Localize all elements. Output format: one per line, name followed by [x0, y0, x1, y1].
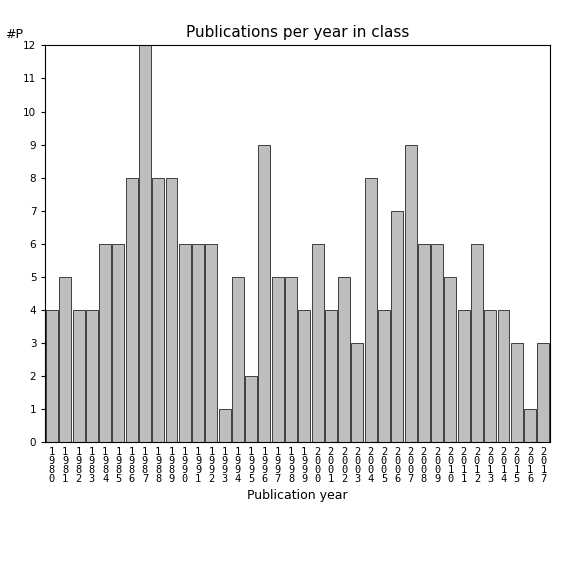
- Bar: [365, 177, 376, 442]
- Bar: [391, 211, 403, 442]
- Bar: [205, 244, 217, 442]
- Bar: [431, 244, 443, 442]
- Bar: [338, 277, 350, 442]
- Bar: [192, 244, 204, 442]
- Bar: [126, 177, 138, 442]
- Bar: [219, 409, 231, 442]
- Bar: [511, 343, 523, 442]
- Bar: [352, 343, 363, 442]
- Bar: [245, 376, 257, 442]
- Bar: [484, 310, 496, 442]
- Bar: [418, 244, 430, 442]
- Bar: [259, 145, 270, 442]
- Bar: [378, 310, 390, 442]
- Bar: [471, 244, 483, 442]
- Bar: [445, 277, 456, 442]
- Bar: [139, 45, 151, 442]
- Bar: [497, 310, 510, 442]
- Bar: [179, 244, 191, 442]
- Bar: [86, 310, 98, 442]
- Bar: [153, 177, 164, 442]
- Bar: [272, 277, 284, 442]
- X-axis label: Publication year: Publication year: [247, 489, 348, 502]
- Text: #P: #P: [5, 28, 23, 41]
- Bar: [524, 409, 536, 442]
- Bar: [405, 145, 417, 442]
- Bar: [312, 244, 324, 442]
- Bar: [285, 277, 297, 442]
- Title: Publications per year in class: Publications per year in class: [186, 25, 409, 40]
- Bar: [46, 310, 58, 442]
- Bar: [99, 244, 111, 442]
- Bar: [112, 244, 124, 442]
- Bar: [458, 310, 469, 442]
- Bar: [60, 277, 71, 442]
- Bar: [232, 277, 244, 442]
- Bar: [538, 343, 549, 442]
- Bar: [325, 310, 337, 442]
- Bar: [298, 310, 310, 442]
- Bar: [166, 177, 177, 442]
- Bar: [73, 310, 84, 442]
